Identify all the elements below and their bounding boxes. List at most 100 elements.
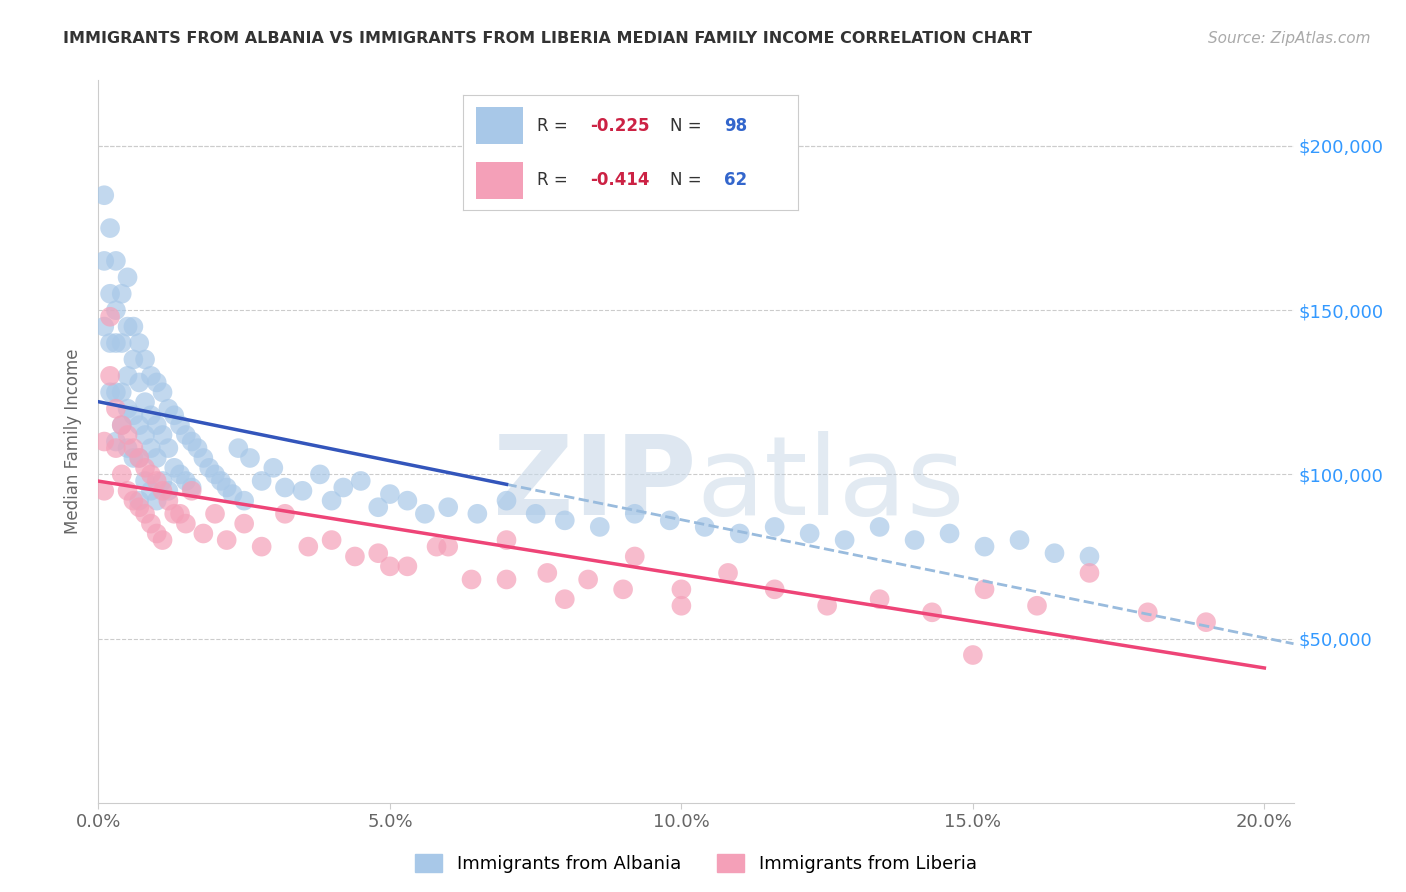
Point [536,566,558,580]
Point [1195,615,1218,630]
Point [122,450,145,465]
Point [93,188,115,202]
Point [495,533,517,547]
Point [122,352,145,367]
Point [111,336,134,351]
Point [169,467,191,482]
Point [215,481,238,495]
Point [139,409,162,423]
Point [180,434,202,449]
Point [193,450,215,465]
Point [117,483,139,498]
Point [1078,566,1101,580]
Point [367,546,389,560]
Point [834,533,856,547]
Point [962,648,984,662]
Point [134,460,156,475]
Point [321,493,343,508]
Point [128,376,150,390]
Point [104,303,127,318]
Point [122,441,145,455]
Point [152,533,174,547]
Point [350,474,373,488]
Point [973,582,995,597]
Point [903,533,925,547]
Point [204,467,226,482]
Point [145,450,167,465]
Point [152,385,174,400]
Point [104,434,127,449]
Point [111,467,134,482]
Point [250,540,273,554]
Point [589,520,612,534]
Point [221,487,243,501]
Point [554,513,576,527]
Point [139,368,162,383]
Point [623,549,645,564]
Point [98,310,121,324]
Point [111,418,134,433]
Point [134,428,156,442]
Point [98,336,121,351]
Point [104,441,127,455]
Point [554,592,576,607]
Point [1026,599,1049,613]
Point [128,450,150,465]
Point [152,483,174,498]
Point [495,493,517,508]
Point [152,428,174,442]
Point [228,441,250,455]
Point [799,526,821,541]
Point [291,483,314,498]
Point [367,500,389,515]
Point [576,573,599,587]
Point [145,526,167,541]
Point [157,493,180,508]
Point [198,460,221,475]
Point [1008,533,1031,547]
Point [425,540,447,554]
Point [134,507,156,521]
Point [139,516,162,531]
Point [193,526,215,541]
Point [117,270,139,285]
Point [134,395,156,409]
Y-axis label: Median Family Income: Median Family Income [65,349,83,534]
Point [396,559,419,574]
Point [1043,546,1066,560]
Point [378,487,401,501]
Point [1136,605,1159,619]
Point [378,559,401,574]
Text: atlas: atlas [696,432,965,539]
Point [815,599,838,613]
Point [157,441,180,455]
Legend: Immigrants from Albania, Immigrants from Liberia: Immigrants from Albania, Immigrants from… [408,847,984,880]
Point [309,467,332,482]
Point [93,253,115,268]
Point [134,352,156,367]
Text: Source: ZipAtlas.com: Source: ZipAtlas.com [1208,31,1371,46]
Point [122,409,145,423]
Point [180,483,202,498]
Point [163,409,186,423]
Point [93,434,115,449]
Point [343,549,366,564]
Point [104,385,127,400]
Point [128,450,150,465]
Point [671,599,693,613]
Point [239,450,262,465]
Point [117,428,139,442]
Point [274,507,297,521]
Point [495,573,517,587]
Point [93,483,115,498]
Point [209,474,232,488]
Point [658,513,681,527]
Point [104,336,127,351]
Point [612,582,634,597]
Point [437,500,460,515]
Point [174,428,197,442]
Point [163,460,186,475]
Point [938,526,960,541]
Point [117,441,139,455]
Point [122,493,145,508]
